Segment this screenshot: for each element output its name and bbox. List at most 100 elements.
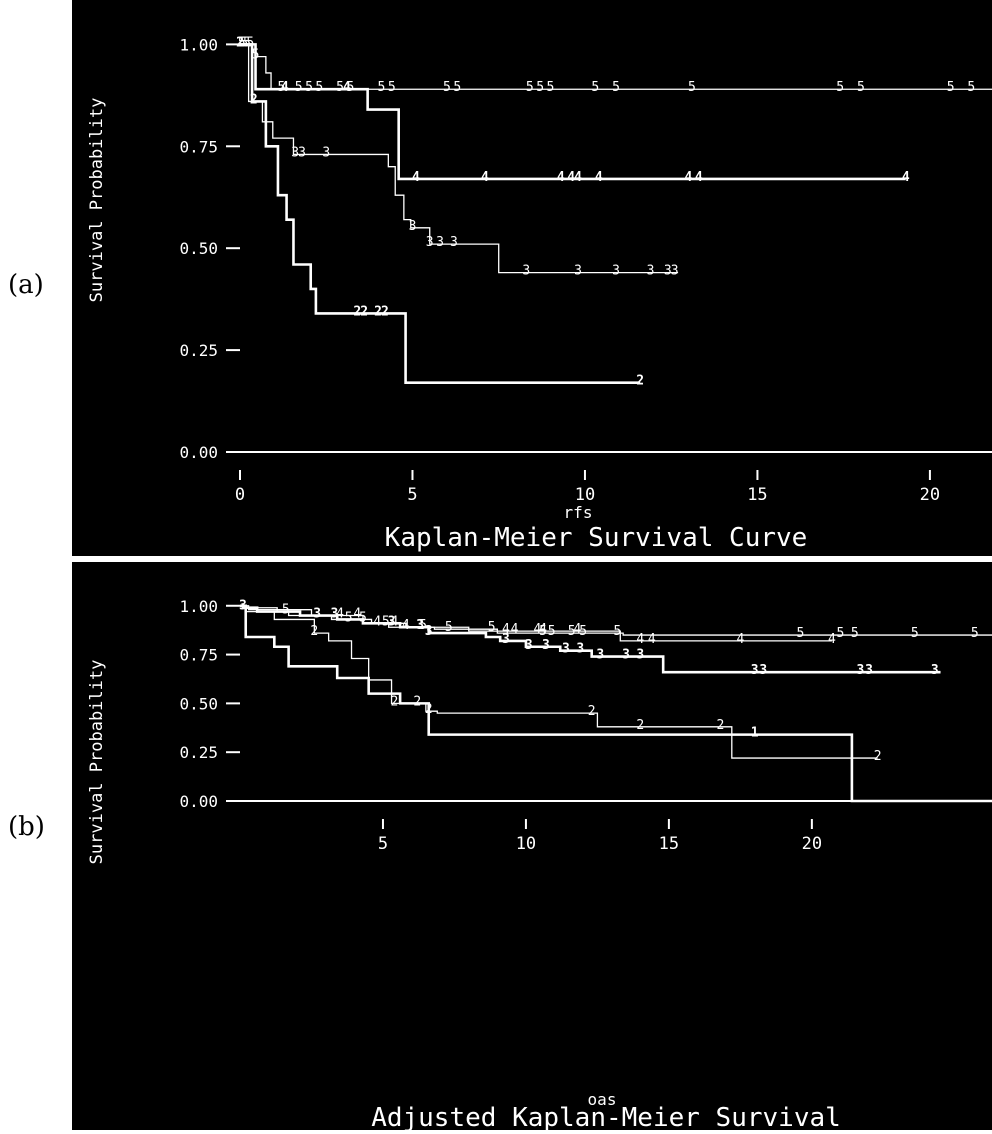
series-4-censor-mark-a: 4 bbox=[695, 170, 703, 185]
x-tick-label-a: 5 bbox=[407, 485, 417, 505]
series-3-censor-mark-b: 3 bbox=[416, 618, 424, 633]
series-5-censor-mark-a: 5 bbox=[547, 80, 555, 95]
series-5-censor-mark-b: 5 bbox=[971, 626, 979, 641]
series-3-censor-mark-b: 3 bbox=[931, 663, 939, 678]
series-4-censor-mark-a: 4 bbox=[412, 170, 420, 185]
series-5-censor-mark-b: 5 bbox=[382, 614, 390, 629]
series-4-censor-mark-a: 4 bbox=[281, 80, 289, 95]
series-5-censor-mark-a: 5 bbox=[947, 80, 955, 95]
series-5-censor-mark-b: 5 bbox=[797, 626, 805, 641]
series-3-censor-mark-b: 3 bbox=[525, 638, 533, 653]
series-3-censor-mark-b: 3 bbox=[865, 663, 873, 678]
series-3-censor-mark-b: 3 bbox=[562, 642, 570, 657]
series-5-censor-mark-b: 5 bbox=[488, 620, 496, 635]
series-4-censor-mark-a: 4 bbox=[343, 80, 351, 95]
series-3-censor-mark-a: 3 bbox=[664, 264, 672, 279]
chart-title-b: Adjusted Kaplan-Meier Survival bbox=[371, 1103, 841, 1130]
series-3-curve-a bbox=[240, 43, 679, 274]
series-2-censor-mark-b: 2 bbox=[413, 694, 421, 709]
series-2-censor-mark-b: 2 bbox=[310, 624, 318, 639]
series-4-censor-mark-b: 4 bbox=[511, 622, 519, 637]
y-tick-label-a: 0.00 bbox=[179, 443, 218, 462]
series-3-censor-mark-b: 3 bbox=[425, 624, 433, 639]
series-3-censor-mark-a: 3 bbox=[612, 264, 620, 279]
series-2-censor-mark-b: 2 bbox=[588, 704, 596, 719]
series-2-censor-mark-a: 2 bbox=[353, 304, 361, 319]
series-4-censor-mark-b: 4 bbox=[373, 614, 381, 629]
y-tick-label-b: 1.00 bbox=[179, 597, 218, 616]
panel-label-b: (b) bbox=[8, 812, 45, 842]
series-3-censor-mark-a: 3 bbox=[409, 219, 417, 234]
series-2-censor-mark-b: 2 bbox=[716, 718, 724, 733]
y-tick-label-a: 0.50 bbox=[179, 239, 218, 258]
series-3-censor-mark-a: 3 bbox=[647, 264, 655, 279]
series-5-censor-mark-b: 5 bbox=[837, 626, 845, 641]
y-axis-label-a: Survival Probability bbox=[87, 98, 107, 303]
x-axis-label-b: oas bbox=[588, 1090, 617, 1109]
series-3-censor-mark-a: 3 bbox=[522, 264, 530, 279]
series-3-censor-mark-b: 3 bbox=[388, 614, 396, 629]
series-5-censor-mark-a: 5 bbox=[240, 35, 248, 50]
x-tick-label-b: 5 bbox=[378, 834, 388, 854]
series-5-censor-mark-a: 5 bbox=[526, 80, 534, 95]
x-tick-label-b: 20 bbox=[802, 834, 822, 854]
series-4-curve-a bbox=[240, 43, 906, 181]
series-4-censor-mark-b: 4 bbox=[353, 607, 361, 622]
series-2-censor-mark-a: 2 bbox=[236, 35, 244, 50]
series-5-censor-mark-a: 5 bbox=[591, 80, 599, 95]
series-5-censor-mark-a: 5 bbox=[453, 80, 461, 95]
series-3-censor-mark-b: 3 bbox=[542, 638, 550, 653]
panel-label-a: (a) bbox=[8, 270, 44, 300]
series-2-censor-mark-b: 2 bbox=[390, 694, 398, 709]
series-5-censor-mark-a: 5 bbox=[346, 80, 354, 95]
series-3-censor-mark-a: 3 bbox=[574, 264, 582, 279]
series-3-censor-mark-a: 3 bbox=[322, 145, 330, 160]
series-5-censor-mark-a: 5 bbox=[836, 80, 844, 95]
series-3-censor-mark-b: 3 bbox=[330, 607, 338, 622]
series-5-censor-mark-a: 5 bbox=[388, 80, 396, 95]
series-2-censor-mark-a: 2 bbox=[381, 304, 389, 319]
series-4-censor-mark-a: 4 bbox=[595, 170, 603, 185]
series-5-censor-mark-a: 5 bbox=[315, 80, 323, 95]
series-2-censor-mark-a: 2 bbox=[636, 374, 644, 389]
series-5-censor-mark-a: 5 bbox=[688, 80, 696, 95]
series-4-censor-mark-b: 4 bbox=[539, 622, 547, 637]
series-5-censor-mark-a: 5 bbox=[305, 80, 313, 95]
y-tick-label-b: 0.75 bbox=[179, 646, 218, 665]
series-2-censor-mark-b: 2 bbox=[636, 718, 644, 733]
x-tick-label-a: 20 bbox=[920, 485, 940, 505]
km-chart-b: 0.000.250.500.751.005 10 15 20 55 5 5 5 5 5 5 5 5 5 5… bbox=[87, 597, 992, 1133]
y-axis-label-b: Survival Probability bbox=[87, 660, 107, 865]
series-4-censor-mark-b: 4 bbox=[502, 622, 510, 637]
series-1-curve-b bbox=[240, 604, 992, 803]
series-5-censor-mark-a: 5 bbox=[238, 35, 246, 50]
series-4-censor-mark-a: 4 bbox=[902, 170, 910, 185]
series-3-censor-mark-b: 3 bbox=[502, 632, 510, 647]
series-4-censor-mark-b: 4 bbox=[390, 614, 398, 629]
series-5-censor-mark-a: 5 bbox=[536, 80, 544, 95]
series-5-censor-mark-a: 5 bbox=[246, 35, 254, 50]
series-4-censor-mark-b: 4 bbox=[336, 607, 344, 622]
y-tick-label-b: 0.25 bbox=[179, 743, 218, 762]
series-5-censor-mark-b: 5 bbox=[911, 626, 919, 641]
series-3-censor-mark-a: 3 bbox=[298, 145, 306, 160]
y-tick-label-a: 0.75 bbox=[179, 137, 218, 156]
axes-a: 0.00 0.25 0.50 0.75 1.00 0 5 10 15 20 bbox=[179, 35, 992, 505]
curves-b: 55 5 5 5 5 5 5 5 5 5 5 5 5 5 5 54 44 4 4 4 4 44 44 4 4 433 33 3 33 3 3… bbox=[239, 599, 992, 803]
series-4-censor-mark-a: 4 bbox=[557, 170, 565, 185]
series-4-censor-mark-b: 4 bbox=[533, 622, 541, 637]
series-3-censor-mark-b: 3 bbox=[857, 663, 865, 678]
series-5-curve-b bbox=[240, 605, 992, 636]
series-5-censor-mark-a: 5 bbox=[295, 80, 303, 95]
series-4-censor-mark-b: 4 bbox=[648, 632, 656, 647]
series-5-censor-mark-b: 5 bbox=[419, 618, 427, 633]
series-5-censor-mark-a: 5 bbox=[612, 80, 620, 95]
y-tick-label-b: 0.50 bbox=[179, 694, 218, 713]
series-4-censor-mark-a: 4 bbox=[481, 170, 489, 185]
y-tick-label-a: 1.00 bbox=[179, 35, 218, 54]
series-4-censor-mark-a: 4 bbox=[567, 170, 575, 185]
series-3-curve-b bbox=[240, 604, 941, 674]
